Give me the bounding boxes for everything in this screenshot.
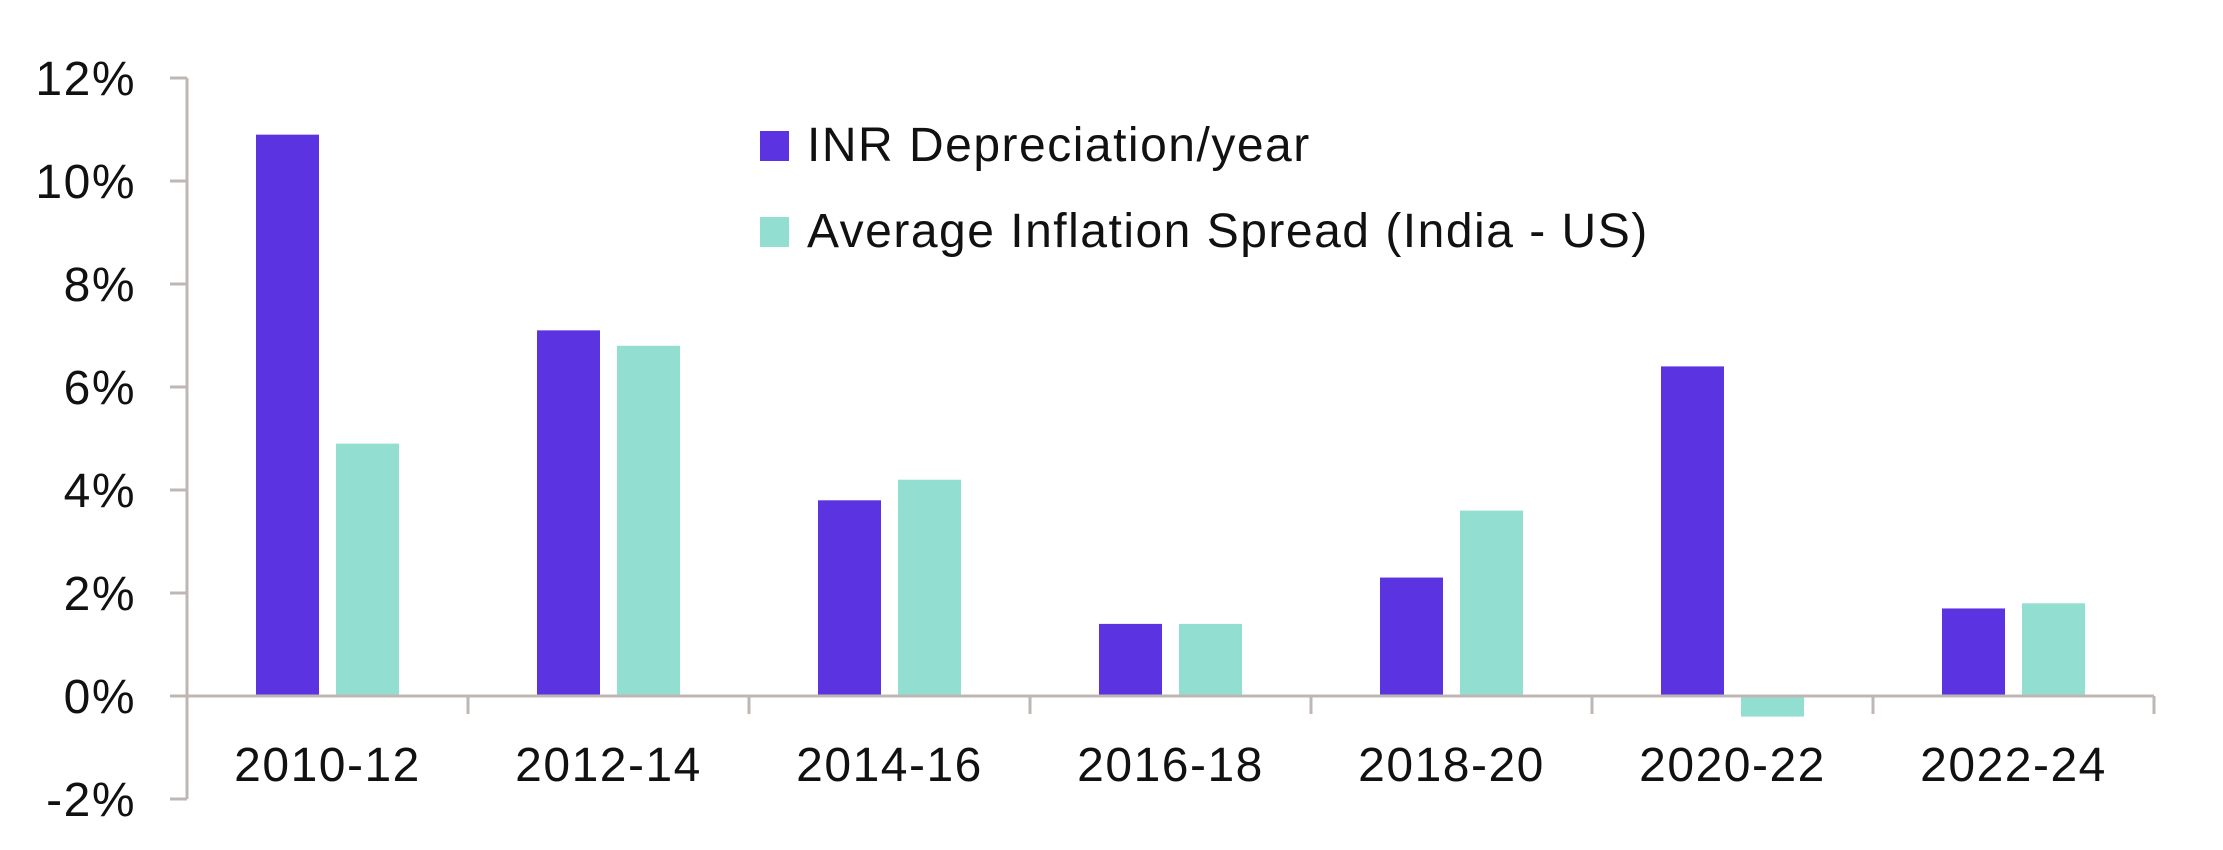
bar-average-inflation-spread-india-us-2012-14 — [617, 345, 680, 696]
bar-average-inflation-spread-india-us-2022-24 — [2022, 603, 2085, 696]
legend-label-inflation-spread: Average Inflation Spread (India - US) — [807, 205, 1649, 258]
legend-swatch-inflation-spread — [760, 217, 789, 247]
bar-inr-depreciation-year-2020-22 — [1661, 366, 1724, 696]
x-tick-label: 2022-24 — [1920, 739, 2107, 792]
x-tick-label: 2012-14 — [515, 739, 702, 792]
bar-inr-depreciation-year-2022-24 — [1942, 608, 2005, 696]
bar-inr-depreciation-year-2014-16 — [818, 500, 881, 696]
x-axis-ticks: 2010-12 2012-14 2014-16 2016-18 2018-20 2020-… — [234, 696, 2156, 792]
axes — [185, 78, 2154, 799]
x-tick-label: 2018-20 — [1358, 739, 1545, 792]
y-tick-label: 0% — [64, 671, 136, 724]
bar-average-inflation-spread-india-us-2014-16 — [898, 479, 961, 696]
bar-average-inflation-spread-india-us-2016-18 — [1179, 623, 1242, 696]
bars — [187, 134, 2154, 717]
legend: INR Depreciation/year Average Inflation … — [760, 119, 1649, 258]
x-tick-label: 2020-22 — [1639, 739, 1826, 792]
x-tick-label: 2014-16 — [796, 739, 983, 792]
y-tick-label: 8% — [64, 259, 136, 312]
bar-average-inflation-spread-india-us-2020-22 — [1741, 696, 1804, 717]
bar-average-inflation-spread-india-us-2010-12 — [336, 443, 399, 696]
y-tick-label: 10% — [35, 156, 136, 209]
bar-inr-depreciation-year-2010-12 — [256, 134, 319, 696]
bar-average-inflation-spread-india-us-2018-20 — [1460, 510, 1523, 696]
y-tick-label: 6% — [64, 362, 136, 415]
y-tick-label: 2% — [64, 568, 136, 621]
bar-inr-depreciation-year-2016-18 — [1099, 623, 1162, 696]
y-tick-label: -2% — [46, 774, 136, 827]
legend-label-inr-depreciation: INR Depreciation/year — [807, 119, 1311, 172]
x-tick-label: 2016-18 — [1077, 739, 1264, 792]
bar-inr-depreciation-year-2012-14 — [537, 330, 600, 696]
y-tick-label: 12% — [35, 53, 136, 106]
x-tick-label: 2010-12 — [234, 739, 421, 792]
bar-inr-depreciation-year-2018-20 — [1380, 577, 1443, 696]
y-axis-ticks: 12% 10% 8% 6% 4% 2% 0% -2% — [35, 53, 187, 827]
legend-swatch-inr-depreciation — [760, 131, 789, 161]
y-tick-label: 4% — [64, 465, 136, 518]
